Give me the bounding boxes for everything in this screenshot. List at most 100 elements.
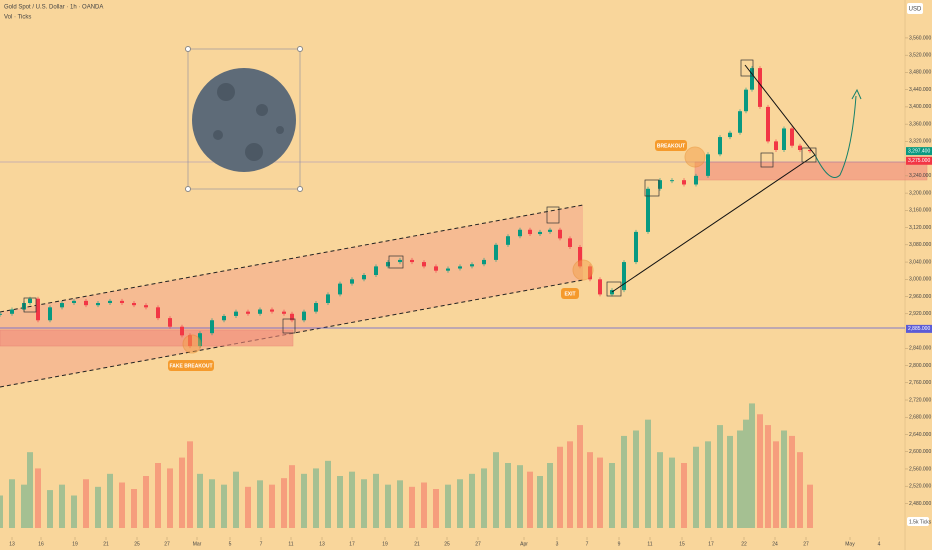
candle — [706, 154, 710, 176]
volume-bar — [481, 468, 487, 528]
candle — [506, 236, 510, 245]
volume-bar — [587, 452, 593, 528]
x-tick-label: 24 — [772, 541, 778, 547]
candle — [470, 264, 474, 267]
volume-bar — [245, 486, 251, 528]
annotation: EXIT — [564, 291, 575, 297]
x-tick-label: 19 — [72, 541, 78, 547]
volume-bar — [517, 465, 523, 528]
candle — [790, 128, 794, 146]
volume-bar — [281, 478, 287, 528]
candle — [548, 229, 552, 232]
highlight-boxes — [23, 59, 817, 334]
volume-bar — [537, 476, 543, 528]
volume-bar — [119, 482, 125, 528]
candle — [528, 229, 532, 235]
candle — [108, 300, 112, 304]
x-tick-label: 5 — [229, 541, 232, 547]
y-tick-label: 2,520.000 — [909, 484, 931, 490]
volume-bar — [597, 457, 603, 528]
volume-bar — [59, 484, 65, 528]
candle — [326, 294, 330, 304]
volume-bar — [657, 452, 663, 528]
volume-bar — [421, 482, 427, 528]
volume-bar — [457, 479, 463, 528]
projection — [814, 95, 857, 178]
box — [23, 297, 37, 313]
candle — [738, 111, 742, 133]
x-tick-label: May — [845, 541, 855, 547]
candle — [96, 303, 100, 306]
price-label: 3,275.000 — [908, 158, 930, 164]
volume-bar — [325, 460, 331, 528]
volume-bar — [717, 425, 723, 528]
box — [388, 255, 404, 269]
candle — [398, 259, 402, 263]
candle — [568, 238, 572, 247]
candle — [718, 137, 722, 155]
volume-bar — [737, 430, 743, 528]
candle — [10, 309, 14, 314]
volume-bar — [385, 484, 391, 528]
subtitle: Vol · Ticks — [4, 15, 31, 21]
support-zone — [0, 329, 294, 347]
candle — [458, 266, 462, 269]
candle — [282, 311, 286, 314]
x-tick-label: 21 — [414, 541, 420, 547]
volume-bar — [143, 476, 149, 528]
volume-bar — [107, 473, 113, 528]
volume-bar — [645, 419, 651, 528]
candle — [0, 313, 2, 315]
candle — [446, 268, 450, 271]
x-tick-label: Mar — [193, 541, 202, 547]
y-tick-label: 2,960.000 — [909, 294, 931, 300]
trend-line — [744, 64, 816, 156]
x-tick-label: 17 — [349, 541, 355, 547]
candle — [48, 307, 52, 321]
volume-bar — [257, 480, 263, 528]
volume-bar — [179, 457, 185, 528]
candle — [578, 246, 582, 267]
y-tick-label: 3,400.000 — [909, 104, 931, 110]
y-tick-label: 3,440.000 — [909, 87, 931, 93]
volume-bar — [609, 463, 615, 528]
volume-bar — [493, 452, 499, 528]
candle — [744, 89, 748, 112]
volume-bar — [557, 446, 563, 528]
candle — [410, 259, 414, 263]
x-tick-label: 15 — [679, 541, 685, 547]
y-tick-label: 3,200.000 — [909, 190, 931, 196]
candle — [634, 231, 638, 263]
candle — [72, 300, 76, 304]
y-tick-label: 2,600.000 — [909, 449, 931, 455]
box — [801, 147, 817, 163]
candle — [646, 188, 650, 232]
y-tick-label: 3,320.000 — [909, 139, 931, 145]
crater — [217, 83, 235, 101]
volume-bar — [807, 484, 813, 528]
volume-bar — [397, 480, 403, 528]
candle — [622, 262, 626, 291]
volume-bar — [83, 479, 89, 528]
selection-box — [187, 48, 301, 190]
volume-bar — [433, 489, 439, 528]
box — [760, 152, 774, 168]
y-tick-label: 2,920.000 — [909, 311, 931, 317]
volume-bar — [209, 479, 215, 528]
volume-bar — [633, 430, 639, 528]
volume-bar — [797, 452, 803, 528]
volume-bar — [349, 471, 355, 528]
volume-bar — [0, 495, 3, 528]
candle — [598, 279, 602, 295]
volume-bar — [547, 463, 553, 528]
x-tick-label: 7 — [260, 541, 263, 547]
y-tick-label: 2,560.000 — [909, 466, 931, 472]
candle — [60, 303, 64, 308]
candle — [270, 309, 274, 312]
x-tick-label: 19 — [382, 541, 388, 547]
crater — [245, 143, 263, 161]
candle — [728, 132, 732, 138]
volume-bar — [221, 484, 227, 528]
